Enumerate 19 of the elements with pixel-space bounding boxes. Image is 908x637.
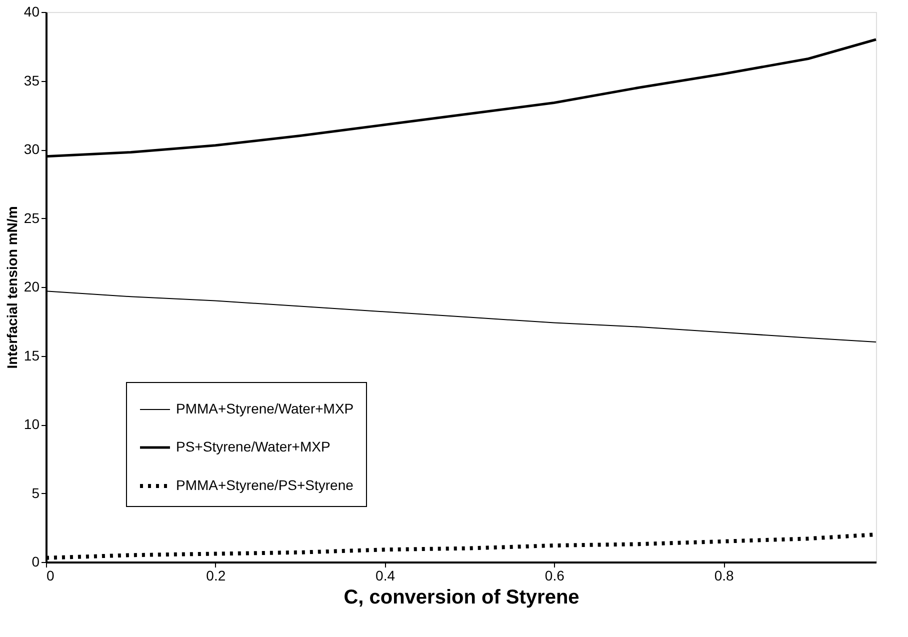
y-tick-label: 15	[24, 347, 40, 364]
y-tick-label: 20	[24, 278, 40, 294]
y-tick-label: 0	[32, 554, 40, 570]
x-tick-label: 0.8	[714, 568, 734, 584]
y-tick-label: 40	[24, 4, 40, 20]
x-tick-label: 0	[46, 568, 54, 584]
legend-label: PMMA+Styrene/Water+MXP	[176, 400, 354, 416]
y-tick-label: 35	[24, 72, 40, 88]
y-tick-label: 10	[24, 416, 40, 432]
y-tick-label: 25	[24, 210, 40, 226]
y-tick-label: 30	[24, 141, 40, 157]
legend-label: PS+Styrene/Water+MXP	[176, 438, 330, 454]
legend-label: PMMA+Styrene/PS+Styrene	[176, 477, 354, 493]
x-axis-title: C, conversion of Styrene	[344, 586, 580, 608]
y-tick-label: 5	[32, 484, 40, 501]
x-tick-label: 0.4	[376, 568, 396, 584]
x-tick-label: 0.2	[206, 568, 226, 584]
y-axis-title: Interfacial tension mN/m	[4, 206, 20, 369]
x-tick-label: 0.6	[544, 568, 565, 584]
